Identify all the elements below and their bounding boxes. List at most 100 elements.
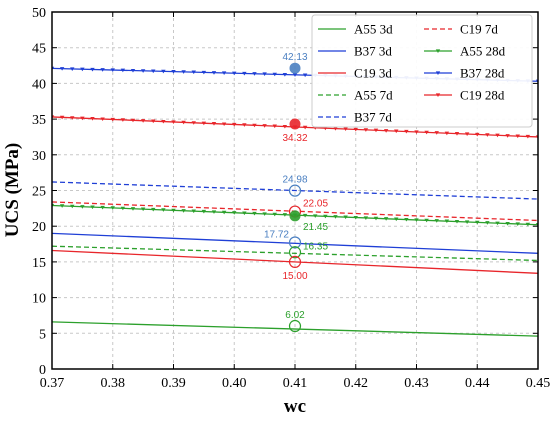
series-marker: [59, 67, 65, 71]
series-marker: [140, 207, 146, 212]
series-marker: [211, 71, 217, 75]
series-marker: [90, 67, 95, 72]
legend-marker: [435, 71, 441, 75]
legend-label: B37 28d: [460, 66, 505, 81]
series-marker: [171, 70, 176, 74]
annotation-label: 16.35: [303, 241, 328, 252]
legend-label: B37 3d: [354, 44, 392, 59]
series-marker: [110, 117, 115, 122]
series-marker: [525, 134, 531, 139]
y-axis-label: UCS (MPa): [2, 143, 23, 237]
series-line-b37-7d: [52, 181, 538, 200]
x-tick-label: 0.40: [222, 376, 247, 391]
series-marker: [252, 123, 257, 128]
series-marker: [130, 118, 136, 123]
y-tick-label: 40: [32, 77, 46, 92]
series-marker: [151, 207, 156, 212]
series-marker: [252, 72, 257, 76]
series-marker: [363, 216, 369, 220]
series-marker: [232, 71, 237, 76]
series-marker: [110, 206, 115, 210]
series-marker: [59, 204, 65, 208]
series-marker: [70, 204, 75, 209]
series-marker: [90, 205, 95, 210]
series-marker: [80, 67, 85, 72]
series-marker: [383, 217, 389, 221]
annotation-label: 6.02: [285, 310, 305, 321]
series-marker: [292, 73, 298, 77]
series-marker: [515, 222, 520, 226]
annotation-label: 21.45: [303, 222, 328, 233]
series-line-b37-3d: [52, 232, 538, 254]
series-marker: [161, 119, 166, 124]
series-marker: [100, 117, 105, 122]
x-tick-label: 0.38: [101, 376, 126, 391]
series-marker: [282, 72, 288, 77]
series-marker: [394, 217, 399, 222]
series-marker: [262, 72, 267, 77]
series-marker: [70, 67, 75, 71]
series-marker: [424, 130, 429, 135]
series-marker: [404, 129, 409, 134]
series-marker: [282, 124, 288, 129]
series-marker: [140, 119, 146, 123]
series-marker: [70, 116, 75, 120]
series-marker: [221, 122, 227, 127]
x-tick-label: 0.42: [344, 376, 369, 391]
series-marker: [201, 209, 207, 214]
annotation-point: [288, 246, 302, 259]
legend-label: A55 3d: [354, 22, 393, 37]
x-tick-label: 0.41: [283, 376, 308, 391]
series-marker: [171, 208, 176, 213]
series-marker: [130, 68, 136, 73]
series-marker: [232, 122, 237, 127]
series-marker: [282, 213, 288, 217]
series-marker: [211, 210, 217, 214]
series-marker: [505, 221, 510, 226]
legend-label: C19 28d: [460, 88, 505, 103]
y-tick-label: 25: [32, 185, 46, 200]
series-marker: [475, 132, 480, 137]
series-marker: [221, 71, 227, 75]
annotation-label: 17.72: [264, 229, 289, 240]
series-marker: [485, 221, 490, 225]
y-tick-label: 30: [32, 149, 46, 164]
series-marker: [505, 134, 510, 138]
legend-label: A55 28d: [460, 44, 506, 59]
legend: A55 3d B37 3d C19 3d A55 7d B37 7d C19 7d A55 …: [311, 14, 533, 128]
series-marker: [414, 218, 419, 222]
legend-label: C19 3d: [354, 66, 392, 81]
series-marker: [201, 121, 207, 126]
series-marker: [140, 69, 146, 73]
series-marker: [90, 117, 95, 121]
series-marker: [373, 216, 379, 221]
series-marker: [302, 125, 308, 130]
series-marker: [383, 129, 389, 133]
legend-label: A55 7d: [354, 88, 393, 103]
series-marker: [151, 119, 156, 124]
series-marker: [110, 68, 115, 73]
annotation-point: [289, 118, 301, 130]
x-tick-label: 0.39: [161, 376, 186, 391]
series-marker: [151, 69, 156, 74]
annotation-label: 24.98: [282, 175, 307, 186]
series-marker: [404, 217, 409, 222]
series-marker: [333, 215, 338, 219]
series-marker: [242, 211, 247, 216]
legend-label: C19 7d: [460, 22, 498, 37]
series-marker: [100, 205, 105, 210]
x-tick-label: 0.44: [465, 376, 490, 391]
series-marker: [120, 206, 126, 211]
series-marker: [252, 211, 257, 216]
series-marker: [515, 134, 520, 139]
y-tick-label: 35: [32, 113, 46, 128]
series-marker: [191, 70, 196, 75]
series-marker: [454, 219, 460, 224]
x-tick-label: 0.37: [40, 376, 65, 391]
x-tick-label: 0.45: [526, 376, 550, 391]
series-marker: [59, 115, 65, 120]
series-marker: [302, 213, 308, 218]
x-axis-label: wc: [284, 396, 306, 417]
tick-layer: 0.37 0.38 0.39 0.40 0.41 0.42 0.43 0.44 0.45 0 5 10…: [32, 6, 550, 391]
series-marker: [434, 219, 439, 223]
